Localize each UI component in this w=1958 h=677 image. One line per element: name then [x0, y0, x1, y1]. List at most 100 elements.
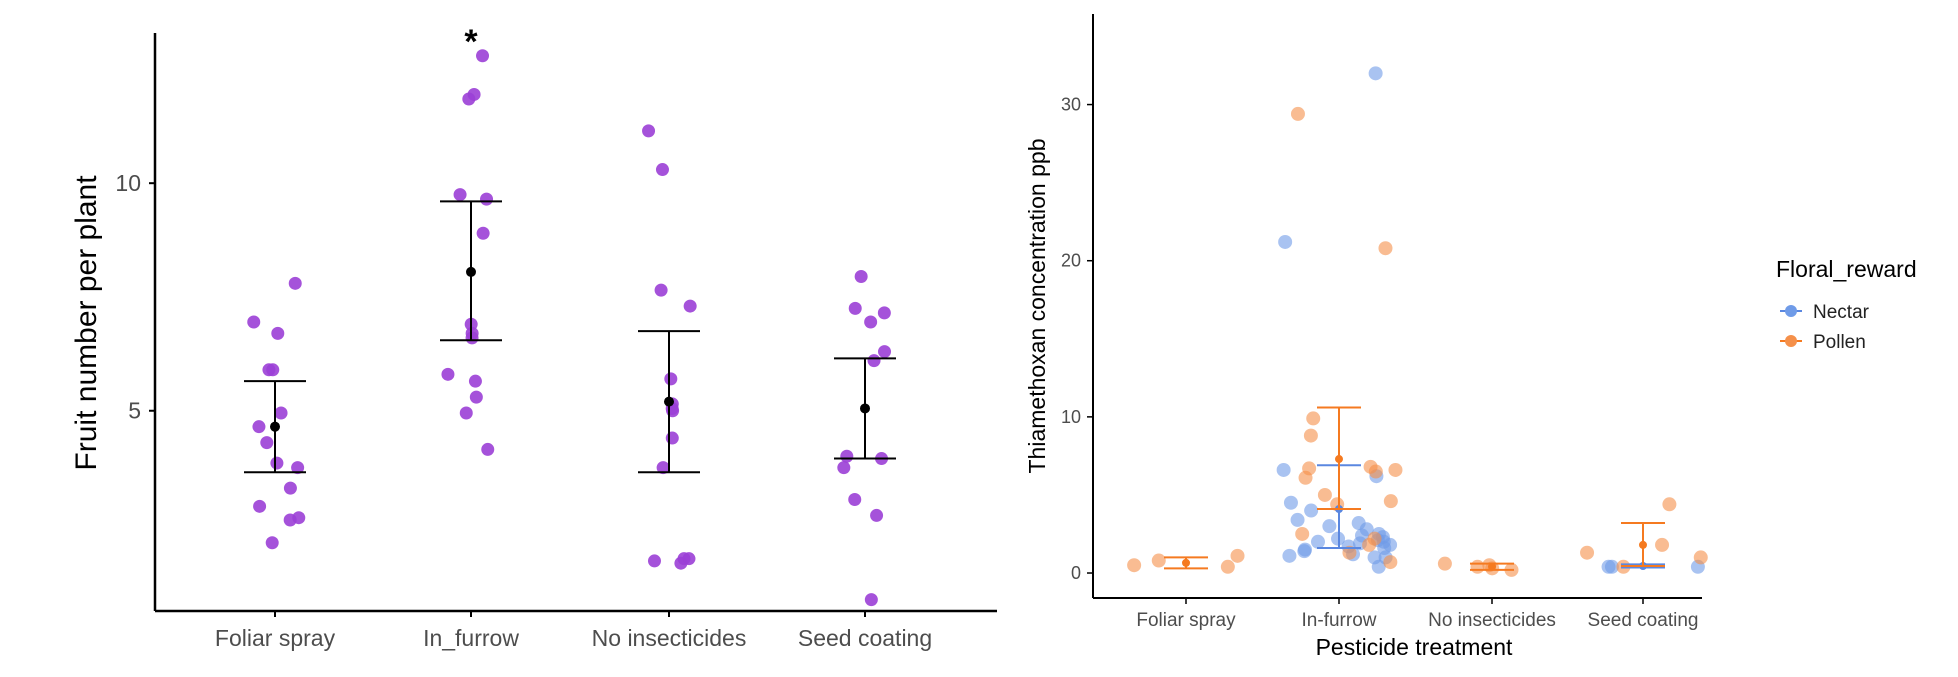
right-data-point-nectar: [1297, 544, 1312, 559]
legend-pollen-label: Pollen: [1813, 332, 1866, 353]
left-x-tick-label: Foliar spray: [215, 625, 336, 651]
right-data-point-pollen: [1127, 558, 1142, 573]
left-significance-annotation: *: [464, 23, 478, 61]
right-data-point-pollen: [1306, 411, 1321, 426]
right-data-point-pollen: [1383, 494, 1398, 509]
right-y-axis-title: Thiamethoxan concentration ppb: [1024, 139, 1050, 474]
left-data-point: [642, 124, 656, 138]
right-data-point-pollen: [1437, 556, 1452, 571]
right-data-point-nectar: [1276, 462, 1291, 477]
left-data-point: [864, 315, 878, 329]
legend-entry-pollen: Pollen: [1780, 332, 1866, 353]
left-data-point: [270, 456, 284, 470]
right-y-tick-label: 30: [1061, 95, 1081, 115]
legend-title: Floral_reward: [1776, 256, 1917, 282]
right-data-point-nectar: [1282, 548, 1297, 563]
left-data-point: [877, 306, 891, 320]
left-y-axis-title: Fruit number per plant: [70, 175, 103, 471]
left-data-point: [291, 461, 305, 475]
right-data-point-pollen: [1362, 537, 1377, 552]
left-data-point: [647, 554, 661, 568]
left-data-point: [260, 436, 274, 450]
right-y-tick-label: 10: [1061, 407, 1081, 427]
left-mean-point: [466, 266, 476, 277]
left-data-point: [854, 269, 868, 283]
left-data-point: [683, 299, 697, 313]
left-mean-points: [270, 266, 870, 432]
right-error-bars: [1164, 406, 1665, 571]
right-data-point-pollen: [1470, 559, 1485, 574]
right-x-ticks: Foliar spray In-furrow No insecticides Seed…: [1136, 598, 1698, 631]
right-data-point-pollen: [1298, 470, 1313, 485]
right-data-point-pollen: [1220, 559, 1235, 574]
left-y-tick-label: 5: [128, 398, 141, 424]
left-data-point: [283, 481, 297, 495]
right-x-axis-title: Pesticide treatment: [1316, 634, 1513, 660]
left-mean-point: [860, 403, 870, 414]
right-data-point-pollen: [1655, 537, 1670, 552]
left-data-point: [265, 536, 279, 550]
legend-pollen-swatch: [1785, 335, 1797, 347]
left-data-point: [837, 461, 851, 475]
right-x-tick-label: No insecticides: [1428, 610, 1556, 631]
left-data-point: [459, 406, 473, 420]
left-data-point: [247, 315, 261, 329]
left-data-point: [271, 326, 285, 340]
left-data-point: [469, 390, 483, 404]
left-data-point: [878, 345, 892, 359]
left-data-point: [465, 331, 479, 345]
left-y-ticks: 5 10: [115, 170, 155, 424]
right-data-point-nectar: [1371, 559, 1386, 574]
right-x-tick-label: Foliar spray: [1136, 610, 1236, 631]
right-data-point-pollen: [1388, 462, 1403, 477]
right-data-point-pollen: [1383, 555, 1398, 570]
left-error-bars: [244, 200, 896, 474]
left-x-tick-label: Seed coating: [798, 625, 932, 651]
right-data-point-pollen: [1580, 545, 1595, 560]
right-data-point-pollen: [1295, 526, 1310, 541]
right-data-point-pollen: [1662, 497, 1677, 512]
left-data-point: [274, 406, 288, 420]
legend: Floral_reward Nectar Pollen: [1776, 256, 1917, 353]
left-y-tick-label: 10: [115, 170, 141, 196]
left-data-point: [480, 192, 494, 206]
right-data-points: [1127, 66, 1708, 577]
left-data-point: [441, 367, 455, 381]
right-y-ticks: 0 10 20 30: [1061, 95, 1093, 583]
right-data-point-nectar: [1322, 519, 1337, 534]
left-data-point: [870, 508, 884, 522]
left-data-point: [481, 442, 495, 456]
right-data-point-nectar: [1290, 512, 1305, 527]
right-data-point-pollen: [1290, 106, 1305, 121]
left-data-point: [848, 301, 862, 315]
left-data-point: [665, 431, 679, 445]
right-mean-point: [1335, 455, 1343, 464]
left-data-point: [462, 92, 476, 106]
left-data-point: [848, 492, 862, 506]
right-data-point-pollen: [1693, 550, 1708, 565]
right-data-point-pollen: [1230, 548, 1245, 563]
right-data-point-nectar: [1310, 534, 1325, 549]
left-data-point: [664, 372, 678, 386]
right-x-tick-label: In-furrow: [1302, 610, 1377, 631]
left-data-point: [283, 513, 297, 527]
right-x-tick-label: Seed coating: [1588, 610, 1699, 631]
right-data-point-nectar: [1304, 503, 1319, 518]
legend-nectar-label: Nectar: [1813, 302, 1870, 323]
left-data-point: [253, 499, 267, 513]
right-data-point-pollen: [1378, 241, 1393, 256]
right-y-tick-label: 20: [1061, 251, 1081, 271]
left-data-point: [656, 461, 670, 475]
left-x-tick-label: No insecticides: [592, 625, 747, 651]
left-data-point: [864, 593, 878, 607]
left-mean-point: [664, 396, 674, 407]
right-data-point-pollen: [1317, 487, 1332, 502]
left-data-point: [674, 556, 688, 570]
right-data-point-nectar: [1278, 234, 1293, 249]
right-mean-point: [1488, 562, 1496, 571]
left-chart-panel: Fruit number per plant * 5 10 Foliar spra…: [70, 23, 997, 651]
left-data-point: [476, 49, 490, 63]
left-data-point: [288, 276, 302, 290]
right-mean-point: [1182, 558, 1190, 567]
